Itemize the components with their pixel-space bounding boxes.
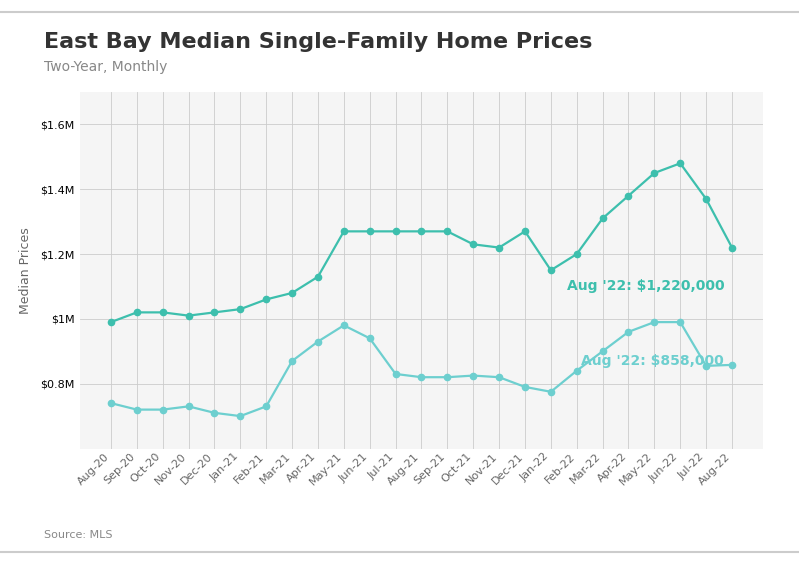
Contra Costa — [313, 338, 323, 345]
Text: Source: MLS: Source: MLS — [44, 531, 113, 540]
Text: Two-Year, Monthly: Two-Year, Monthly — [44, 60, 167, 74]
Contra Costa — [106, 400, 116, 407]
Contra Costa — [417, 374, 427, 381]
Contra Costa — [184, 403, 193, 410]
Contra Costa — [598, 348, 607, 355]
Contra Costa — [339, 322, 348, 329]
Alameda — [650, 170, 659, 177]
Alameda — [624, 192, 634, 199]
Alameda — [443, 228, 452, 235]
Contra Costa — [236, 413, 245, 420]
Alameda — [675, 160, 685, 167]
Contra Costa — [158, 406, 168, 413]
Y-axis label: Median Prices: Median Prices — [18, 227, 32, 313]
Alameda — [727, 244, 737, 251]
Contra Costa — [468, 372, 478, 379]
Contra Costa — [624, 328, 634, 335]
Contra Costa — [209, 409, 219, 416]
Contra Costa — [702, 362, 711, 369]
Alameda — [339, 228, 348, 235]
Alameda — [106, 319, 116, 325]
Contra Costa — [443, 374, 452, 381]
Alameda — [184, 312, 193, 319]
Alameda — [598, 215, 607, 222]
Alameda — [495, 244, 504, 251]
Alameda — [132, 309, 141, 316]
Text: Aug '22: $858,000: Aug '22: $858,000 — [582, 354, 724, 368]
Contra Costa — [365, 335, 375, 342]
Alameda — [391, 228, 400, 235]
Alameda — [417, 228, 427, 235]
Alameda — [261, 296, 271, 303]
Contra Costa — [391, 370, 400, 377]
Contra Costa — [675, 319, 685, 325]
Alameda — [702, 196, 711, 202]
Contra Costa — [546, 388, 555, 395]
Contra Costa — [261, 403, 271, 410]
Alameda — [236, 306, 245, 313]
Contra Costa — [572, 367, 582, 374]
Contra Costa — [520, 384, 530, 390]
Contra Costa — [495, 374, 504, 381]
Contra Costa — [288, 358, 297, 365]
Line: Contra Costa: Contra Costa — [108, 319, 735, 419]
Alameda — [158, 309, 168, 316]
Alameda — [468, 241, 478, 248]
Alameda — [209, 309, 219, 316]
Alameda — [546, 267, 555, 274]
Contra Costa — [132, 406, 141, 413]
Alameda — [572, 251, 582, 258]
Alameda — [313, 273, 323, 280]
Contra Costa — [650, 319, 659, 325]
Alameda — [288, 289, 297, 296]
Text: East Bay Median Single-Family Home Prices: East Bay Median Single-Family Home Price… — [44, 32, 592, 52]
Contra Costa — [727, 362, 737, 369]
Text: Aug '22: $1,220,000: Aug '22: $1,220,000 — [566, 279, 724, 293]
Alameda — [365, 228, 375, 235]
Alameda — [520, 228, 530, 235]
Line: Alameda: Alameda — [108, 160, 735, 325]
